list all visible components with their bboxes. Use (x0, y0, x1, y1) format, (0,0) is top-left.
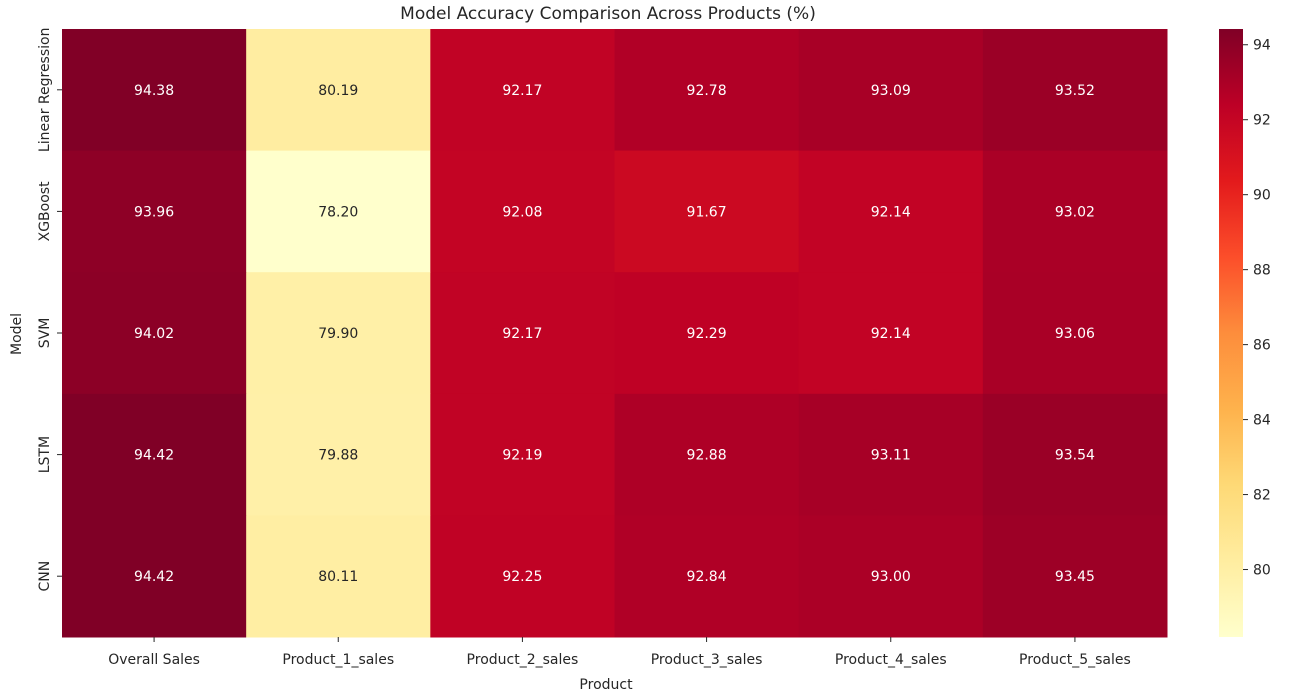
cell-value-label: 92.25 (502, 569, 542, 585)
colorbar-tick-label: 90 (1253, 188, 1271, 204)
cell-value-label: 93.52 (1055, 83, 1095, 99)
heatmap-cell (982, 272, 1168, 395)
cell-value-label: 92.17 (502, 83, 542, 99)
cell-value-label: 92.19 (502, 448, 542, 464)
cell-value-label: 92.88 (687, 448, 727, 464)
y-axis-label: Model (9, 313, 25, 355)
cell-value-label: 93.54 (1055, 448, 1095, 464)
cell-value-label: 80.19 (318, 83, 358, 99)
cell-value-label: 92.78 (687, 83, 727, 99)
cell-value-label: 93.02 (1055, 204, 1095, 220)
x-axis-label: Product (579, 677, 633, 693)
cell-value-label: 78.20 (318, 204, 358, 220)
x-tick-label: Product_2_sales (467, 652, 579, 668)
y-tick-label: Linear Regression (37, 28, 53, 153)
x-tick-label: Overall Sales (108, 652, 200, 668)
cell-value-label: 93.00 (871, 569, 911, 585)
heatmap-cell (798, 515, 984, 638)
heatmap-cell (430, 515, 615, 638)
cell-value-label: 93.96 (134, 204, 174, 220)
heatmap-cell (798, 29, 984, 152)
x-tick-label: Product_1_sales (282, 652, 394, 668)
cell-value-label: 92.14 (871, 204, 911, 220)
heatmap-cell (62, 272, 247, 395)
y-axis: Linear Regression XGBoost SVM LSTM CNN (37, 28, 62, 592)
y-tick-label: XGBoost (37, 181, 53, 241)
cell-value-label: 92.84 (687, 569, 727, 585)
chart-title: Model Accuracy Comparison Across Product… (400, 4, 816, 24)
colorbar-tick-label: 84 (1253, 413, 1271, 429)
heatmap-cell (982, 515, 1168, 638)
x-tick-label: Product_3_sales (651, 652, 763, 668)
heatmap-cell (798, 393, 984, 516)
cell-value-label: 94.02 (134, 326, 174, 342)
heatmap-cell (430, 272, 615, 395)
cell-value-label: 93.06 (1055, 326, 1095, 342)
cell-value-label: 94.42 (134, 569, 174, 585)
cell-value-label: 80.11 (318, 569, 358, 585)
heatmap-cell (614, 515, 800, 638)
cell-value-label: 94.38 (134, 83, 174, 99)
cell-value-label: 92.17 (502, 326, 542, 342)
heatmap-cell (246, 150, 431, 273)
heatmap-cell (62, 393, 247, 516)
colorbar-tick-label: 86 (1253, 338, 1271, 354)
heatmap-cell (982, 150, 1168, 273)
heatmap-cell (62, 150, 247, 273)
heatmap-cell (430, 150, 615, 273)
colorbar-tick-label: 80 (1253, 563, 1271, 579)
heatmap-cell (430, 29, 615, 152)
cell-value-label: 92.08 (502, 204, 542, 220)
heatmap-cells: 94.38 80.19 92.17 92.78 93.09 93.52 93.96 78.20… (62, 29, 1168, 638)
heatmap-cell (246, 272, 431, 395)
cell-value-label: 94.42 (134, 448, 174, 464)
heatmap-cell (246, 515, 431, 638)
cell-value-label: 91.67 (687, 204, 727, 220)
cell-value-label: 79.90 (318, 326, 358, 342)
y-tick-label: SVM (37, 318, 53, 349)
x-axis: Overall Sales Product_1_sales Product_2_sa… (108, 637, 1131, 668)
heatmap-cell (982, 29, 1168, 152)
colorbar-gradient (1219, 29, 1243, 637)
colorbar-ticks: 80 82 84 86 88 90 92 94 (1243, 38, 1271, 579)
cell-value-label: 79.88 (318, 448, 358, 464)
colorbar-tick-label: 82 (1253, 488, 1271, 504)
cell-value-label: 93.09 (871, 83, 911, 99)
cell-value-label: 93.11 (871, 448, 911, 464)
heatmap-cell (614, 150, 800, 273)
cell-value-label: 93.45 (1055, 569, 1095, 585)
cell-value-label: 92.29 (687, 326, 727, 342)
heatmap-cell (430, 393, 615, 516)
x-tick-label: Product_5_sales (1019, 652, 1131, 668)
colorbar-tick-label: 92 (1253, 113, 1271, 129)
cell-value-label: 92.14 (871, 326, 911, 342)
heatmap-cell (614, 272, 800, 395)
colorbar: 80 82 84 86 88 90 92 94 (1219, 29, 1271, 637)
heatmap-cell (246, 393, 431, 516)
y-tick-label: LSTM (37, 436, 53, 473)
colorbar-tick-label: 88 (1253, 263, 1271, 279)
colorbar-tick-label: 94 (1253, 38, 1271, 54)
heatmap-cell (798, 150, 984, 273)
heatmap-cell (614, 393, 800, 516)
heatmap-cell (62, 29, 247, 152)
heatmap-cell (246, 29, 431, 152)
x-tick-label: Product_4_sales (835, 652, 947, 668)
heatmap-cell (798, 272, 984, 395)
heatmap-cell (62, 515, 247, 638)
heatmap-cell (614, 29, 800, 152)
y-tick-label: CNN (37, 561, 53, 592)
heatmap-cell (982, 393, 1168, 516)
